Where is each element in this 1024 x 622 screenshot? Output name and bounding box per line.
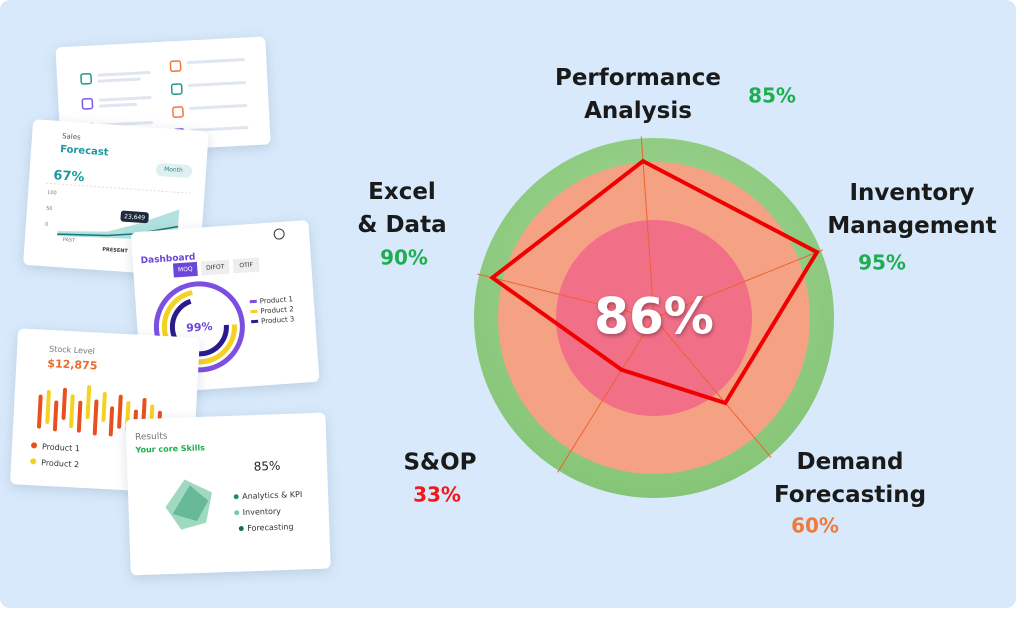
- value-label: 60%: [791, 514, 839, 538]
- legend-label: Product 2: [41, 458, 79, 469]
- legend-label: Inventory: [243, 507, 282, 517]
- radar-polygon: [489, 158, 820, 406]
- card-title: Forecast: [60, 144, 109, 158]
- legend-swatch: [251, 319, 259, 324]
- legend-label: Analytics & KPI: [242, 490, 302, 501]
- spoke: [640, 136, 655, 319]
- legend-label: Product 1: [259, 295, 293, 305]
- trend-line: [57, 225, 179, 237]
- radar-chart: 86% Performance Analysis 85% Inventory Manage…: [357, 65, 996, 538]
- legend-label: Product 1: [42, 442, 80, 453]
- mini-radar: [172, 485, 209, 522]
- icon: [273, 228, 285, 240]
- x-label: PRESENT: [102, 247, 128, 255]
- legend-dot: [238, 526, 244, 532]
- spoke: [557, 317, 655, 473]
- spoke: [653, 249, 823, 319]
- category-label: Excel & Data: [357, 179, 446, 238]
- ring: [161, 289, 237, 365]
- card-subtitle: Sales: [62, 132, 81, 141]
- value-label: 95%: [858, 251, 906, 275]
- value-label: 85%: [748, 84, 796, 108]
- card-title: Dashboard: [140, 252, 195, 266]
- tab-label: OTIF: [239, 261, 254, 269]
- card-subtitle: Your core Skills: [134, 443, 205, 454]
- legend-dot: [30, 458, 37, 465]
- filter-pill: [155, 163, 192, 178]
- card-amount: $12,875: [47, 357, 98, 373]
- tab: [200, 259, 230, 276]
- legend-swatch: [250, 309, 258, 314]
- legend-dot: [234, 510, 240, 516]
- card-percent: 85%: [254, 459, 281, 474]
- center-label: 86%: [594, 288, 714, 346]
- spoke: [653, 317, 772, 458]
- axis-label: 0: [45, 222, 49, 228]
- tab-label: DIFOT: [206, 263, 225, 271]
- legend-dot: [31, 442, 38, 449]
- tooltip-label: 23,649: [124, 213, 146, 221]
- x-label: PAST: [63, 237, 77, 244]
- spoke: [477, 273, 655, 319]
- tab: [232, 257, 260, 274]
- card-title: Stock Level: [49, 344, 95, 355]
- card-percent: 99%: [186, 320, 213, 335]
- legend-label: Product 2: [260, 305, 294, 315]
- value-label: 90%: [380, 246, 428, 270]
- tab-label: MOQ: [178, 266, 193, 274]
- value-label: 33%: [413, 483, 461, 507]
- tooltip: [120, 210, 149, 224]
- card: [125, 412, 331, 576]
- ring: [169, 297, 229, 357]
- axis-label: 50: [46, 206, 53, 212]
- results-card: Results Your core Skills 85% Analytics &…: [125, 412, 331, 576]
- tab-active: [172, 261, 198, 278]
- legend-swatch: [249, 299, 257, 304]
- category-label: S&OP: [403, 450, 476, 476]
- legend-label: Product 3: [261, 315, 295, 325]
- legend-dot: [233, 494, 239, 500]
- axis-label: 100: [47, 190, 57, 197]
- category-label: Demand Forecasting: [774, 449, 926, 508]
- filter-label: Month: [164, 166, 183, 174]
- divider: [45, 182, 191, 194]
- legend-label: Forecasting: [247, 522, 294, 533]
- card-title: Results: [135, 432, 168, 443]
- card-percent: 67%: [53, 168, 85, 185]
- ring: [153, 281, 245, 373]
- category-label: Inventory Management: [827, 180, 996, 239]
- category-label: Performance Analysis: [555, 65, 721, 124]
